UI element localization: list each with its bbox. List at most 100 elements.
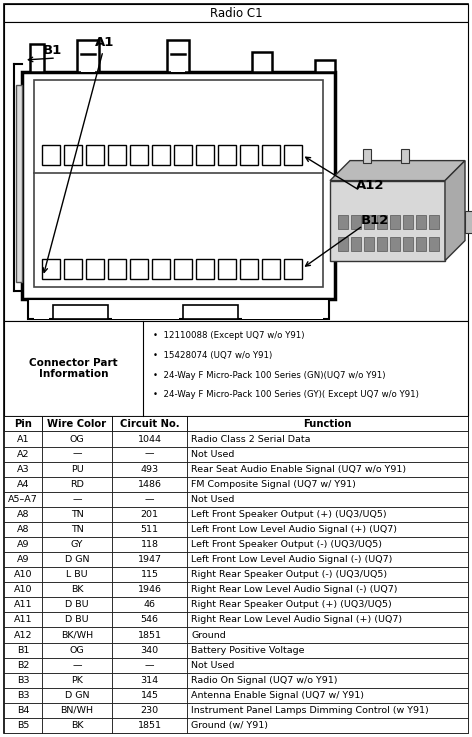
- Bar: [152, 259, 170, 279]
- Bar: [28, 298, 329, 318]
- Text: 1486: 1486: [137, 480, 161, 489]
- Bar: [187, 597, 468, 612]
- Bar: [330, 181, 445, 261]
- Bar: [187, 552, 468, 567]
- Bar: [42, 477, 112, 492]
- Text: B3: B3: [17, 691, 29, 700]
- Bar: [42, 582, 112, 597]
- Bar: [315, 60, 335, 72]
- Text: OG: OG: [70, 435, 84, 444]
- Bar: [42, 145, 60, 165]
- Text: 230: 230: [141, 706, 159, 715]
- Bar: [4, 431, 42, 447]
- Bar: [187, 718, 468, 733]
- Bar: [112, 643, 187, 657]
- Bar: [42, 643, 112, 657]
- Bar: [42, 259, 60, 279]
- Bar: [390, 237, 400, 251]
- Text: Left Front Speaker Output (-) (UQ3/UQ5): Left Front Speaker Output (-) (UQ3/UQ5): [191, 540, 382, 549]
- Bar: [112, 612, 187, 627]
- Bar: [42, 703, 112, 718]
- Polygon shape: [330, 161, 465, 181]
- Bar: [42, 507, 112, 522]
- Bar: [338, 214, 348, 228]
- Bar: [130, 145, 148, 165]
- Text: A10: A10: [14, 585, 32, 594]
- Bar: [4, 321, 468, 416]
- Bar: [42, 627, 112, 643]
- Bar: [112, 431, 187, 447]
- Bar: [112, 582, 187, 597]
- Bar: [112, 567, 187, 582]
- Text: A3: A3: [17, 464, 29, 474]
- Bar: [4, 22, 468, 321]
- Text: 1947: 1947: [137, 555, 161, 564]
- Text: A11: A11: [14, 615, 32, 624]
- Bar: [363, 149, 371, 163]
- Text: •  12110088 (Except UQ7 w/o Y91): • 12110088 (Except UQ7 w/o Y91): [153, 331, 305, 340]
- Text: B1: B1: [17, 646, 29, 654]
- Bar: [112, 304, 179, 318]
- Bar: [42, 416, 112, 431]
- Text: RD: RD: [70, 480, 84, 489]
- Text: BK/WH: BK/WH: [61, 631, 93, 640]
- Bar: [64, 259, 82, 279]
- Bar: [338, 237, 348, 251]
- Bar: [196, 259, 214, 279]
- Bar: [171, 54, 185, 72]
- Bar: [64, 145, 82, 165]
- Bar: [187, 507, 468, 522]
- Text: A8: A8: [17, 510, 29, 519]
- Text: Left Front Low Level Audio Signal (-) (UQ7): Left Front Low Level Audio Signal (-) (U…: [191, 555, 392, 564]
- Bar: [187, 688, 468, 703]
- Text: PU: PU: [71, 464, 84, 474]
- Bar: [22, 72, 335, 298]
- Bar: [218, 259, 236, 279]
- Bar: [187, 416, 468, 431]
- Bar: [4, 597, 42, 612]
- Text: D GN: D GN: [65, 691, 89, 700]
- Text: Circuit No.: Circuit No.: [120, 419, 179, 429]
- Bar: [218, 145, 236, 165]
- Text: 201: 201: [141, 510, 159, 519]
- Bar: [187, 627, 468, 643]
- Bar: [183, 304, 238, 318]
- Text: D GN: D GN: [65, 555, 89, 564]
- Bar: [4, 688, 42, 703]
- Text: 46: 46: [143, 601, 155, 609]
- Bar: [34, 304, 49, 318]
- Text: •  24-Way F Micro-Pack 100 Series (GY)( Except UQ7 w/o Y91): • 24-Way F Micro-Pack 100 Series (GY)( E…: [153, 391, 419, 399]
- Text: Radio Class 2 Serial Data: Radio Class 2 Serial Data: [191, 435, 311, 444]
- Text: TN: TN: [71, 525, 84, 534]
- Bar: [4, 673, 42, 688]
- Bar: [108, 145, 126, 165]
- Text: Right Rear Speaker Output (-) (UQ3/UQ5): Right Rear Speaker Output (-) (UQ3/UQ5): [191, 570, 387, 579]
- Text: A11: A11: [14, 601, 32, 609]
- Text: A2: A2: [17, 450, 29, 458]
- Text: Rear Seat Audio Enable Signal (UQ7 w/o Y91): Rear Seat Audio Enable Signal (UQ7 w/o Y…: [191, 464, 406, 474]
- Text: Not Used: Not Used: [191, 660, 235, 670]
- Text: GY: GY: [71, 540, 83, 549]
- Bar: [112, 657, 187, 673]
- Bar: [112, 718, 187, 733]
- Bar: [112, 688, 187, 703]
- Text: Ground (w/ Y91): Ground (w/ Y91): [191, 721, 268, 730]
- Bar: [112, 627, 187, 643]
- Bar: [42, 552, 112, 567]
- Text: —: —: [72, 450, 82, 458]
- Text: 1851: 1851: [137, 631, 161, 640]
- Bar: [112, 673, 187, 688]
- Bar: [187, 657, 468, 673]
- Bar: [4, 567, 42, 582]
- Text: A8: A8: [17, 525, 29, 534]
- Bar: [4, 461, 42, 477]
- Bar: [112, 416, 187, 431]
- Text: 1044: 1044: [137, 435, 161, 444]
- Text: Antenna Enable Signal (UQ7 w/ Y91): Antenna Enable Signal (UQ7 w/ Y91): [191, 691, 364, 700]
- Bar: [42, 718, 112, 733]
- Bar: [86, 145, 104, 165]
- Text: 340: 340: [141, 646, 159, 654]
- Bar: [112, 477, 187, 492]
- Bar: [351, 237, 361, 251]
- Text: Right Rear Speaker Output (+) (UQ3/UQ5): Right Rear Speaker Output (+) (UQ3/UQ5): [191, 601, 392, 609]
